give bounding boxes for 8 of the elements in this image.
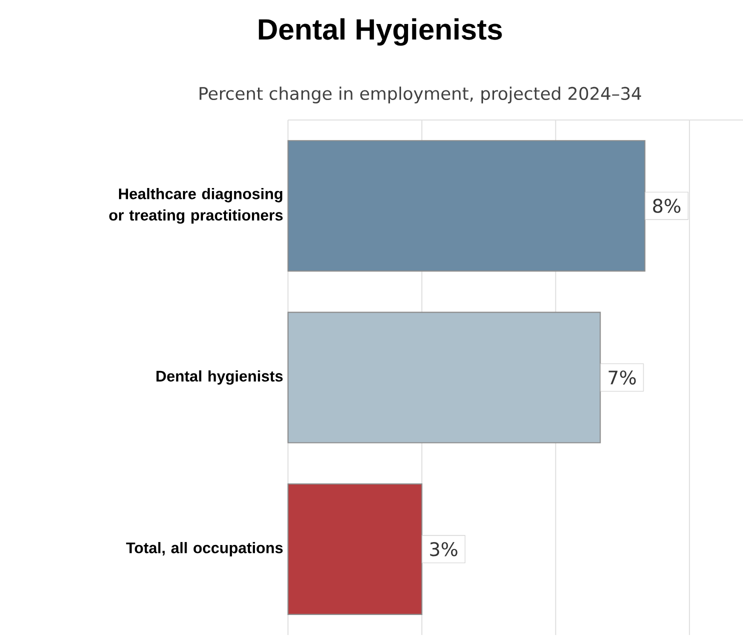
chart-title: Dental Hygienists <box>258 18 502 46</box>
y-tick-label: Dental hygienists <box>156 370 283 385</box>
data-label: 8% <box>653 198 680 213</box>
y-tick-label: Healthcare diagnosing or treating practitioners <box>109 188 283 224</box>
data-label: 7% <box>608 370 636 385</box>
chart-subtitle: Percent change in employment, projected 2024–34 <box>200 86 642 104</box>
data-label: 3% <box>430 542 458 556</box>
y-tick-label: Total, all occupations <box>126 542 283 556</box>
